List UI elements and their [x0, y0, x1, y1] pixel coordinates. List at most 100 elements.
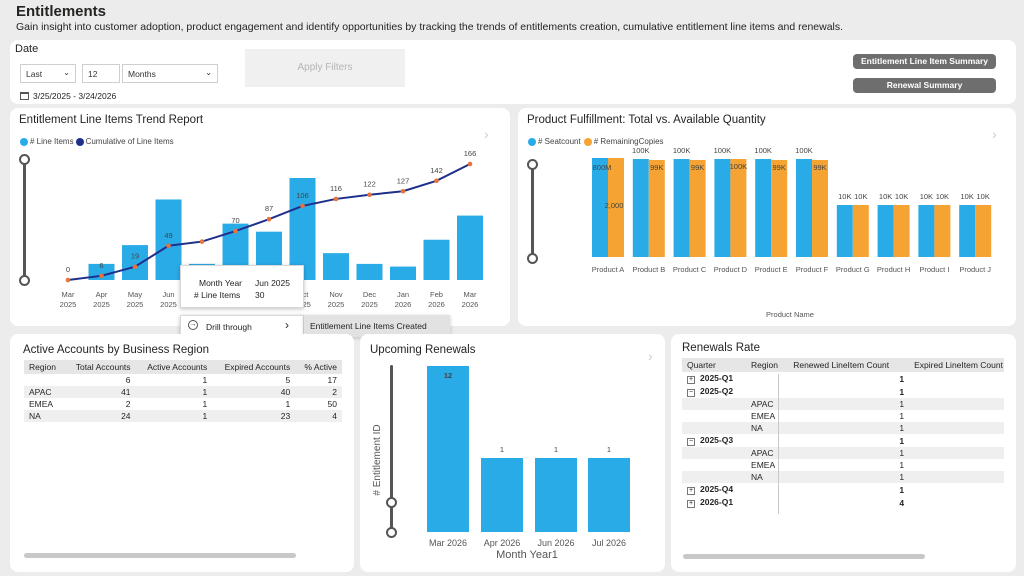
- table-cell: 15: [909, 483, 1004, 496]
- apply-filters-button[interactable]: Apply Filters: [245, 49, 405, 87]
- table-cell: 1: [202, 399, 208, 409]
- table-row[interactable]: EMEA 11: [682, 459, 1004, 471]
- cumulative-point: [434, 178, 439, 184]
- y-zoom-slider[interactable]: [23, 160, 26, 280]
- column-header[interactable]: Renewed LineItem Count: [788, 358, 910, 372]
- number-input[interactable]: 12: [82, 64, 120, 83]
- y-zoom-slider[interactable]: [531, 163, 534, 260]
- expand-icon[interactable]: +: [687, 376, 695, 384]
- y-zoom-slider-bottom-handle[interactable]: [386, 527, 397, 538]
- chevron-right-icon[interactable]: ›: [484, 126, 489, 142]
- data-label-remaining: 99K: [813, 163, 826, 172]
- column-header[interactable]: Total Accounts: [64, 360, 136, 374]
- y-zoom-slider-bottom-handle[interactable]: [527, 253, 538, 264]
- data-label-entitlements: 1: [607, 445, 611, 454]
- column-header[interactable]: % Active: [295, 360, 342, 374]
- x-tick-label: Jun 2026: [537, 538, 574, 548]
- y-zoom-slider[interactable]: [390, 365, 393, 537]
- line-item-summary-button[interactable]: Entitlement Line Item Summary: [853, 54, 996, 69]
- bar-remaining: [648, 159, 665, 257]
- x-tick-label: Mar 2026: [429, 538, 467, 548]
- column-header[interactable]: Active Accounts: [135, 360, 213, 374]
- table-row[interactable]: APAC 1 24: [682, 447, 1004, 459]
- expand-icon[interactable]: +: [687, 487, 695, 495]
- quarter-label: 2026-Q1: [700, 497, 734, 507]
- bar-seatcount: [796, 159, 812, 257]
- y-zoom-slider-bottom-handle[interactable]: [19, 275, 30, 286]
- table-row[interactable]: NA 18: [682, 471, 1004, 483]
- cumulative-point: [65, 277, 71, 283]
- unit-dropdown[interactable]: Months ⌄: [122, 64, 218, 83]
- fulfillment-legend: # Seatcount # RemainingCopies: [528, 137, 664, 146]
- table-cell: 4: [909, 434, 1004, 447]
- y-zoom-slider-top-handle[interactable]: [527, 159, 538, 170]
- table-row[interactable]: −2025-Q3 14: [682, 434, 1004, 447]
- bar-line-items: [423, 239, 450, 280]
- cumulative-point: [166, 243, 171, 249]
- column-header[interactable]: Region: [24, 360, 65, 374]
- table-row[interactable]: NA 13: [682, 422, 1004, 434]
- bar-remaining: [689, 159, 706, 257]
- cumulative-point: [467, 161, 473, 167]
- collapse-icon[interactable]: −: [687, 438, 695, 446]
- x-tick-label: 2026: [462, 300, 479, 309]
- chevron-right-icon[interactable]: ›: [992, 126, 997, 142]
- drill-through-menu[interactable]: → Drill through ›: [180, 315, 304, 337]
- table-cell: APAC: [29, 387, 52, 397]
- table-row[interactable]: EMEA 2 1 1 50: [24, 398, 342, 410]
- x-tick-label: Jan: [397, 290, 409, 299]
- table-cell: 1: [899, 386, 905, 397]
- legend-label-seatcount: # Seatcount: [538, 137, 581, 146]
- table-row[interactable]: +2025-Q1 13: [682, 372, 1004, 385]
- y-zoom-slider-top-handle[interactable]: [386, 497, 397, 508]
- table-cell: 24: [121, 411, 131, 421]
- cumulative-point: [333, 196, 339, 202]
- table-cell: EMEA: [29, 399, 54, 409]
- accounts-table: Region Total Accounts Active Accounts Expir…: [24, 360, 342, 422]
- column-header[interactable]: Region: [746, 358, 789, 372]
- bar-seatcount: [959, 205, 976, 257]
- x-tick-label: 2025: [361, 300, 378, 309]
- horizontal-scrollbar[interactable]: [683, 554, 925, 559]
- relative-dropdown[interactable]: Last ⌄: [20, 64, 76, 83]
- data-label-entitlements: 1: [554, 445, 558, 454]
- expand-icon[interactable]: +: [687, 500, 695, 508]
- table-row[interactable]: +2025-Q4 1 15: [682, 483, 1004, 496]
- y-zoom-slider-top-handle[interactable]: [19, 154, 30, 165]
- column-header[interactable]: Expired LineItem Count: [909, 358, 1004, 372]
- table-row[interactable]: 6 1 5 17: [24, 374, 342, 386]
- legend-swatch-remaining: [583, 137, 592, 146]
- legend-swatch-seatcount: [528, 137, 536, 146]
- horizontal-scrollbar[interactable]: [24, 553, 296, 558]
- table-cell: APAC: [751, 399, 774, 409]
- table-row[interactable]: EMEA 11: [682, 410, 1004, 422]
- collapse-icon[interactable]: −: [687, 389, 695, 397]
- bar-line-items: [289, 178, 316, 280]
- drill-through-target[interactable]: Entitlement Line Items Created: [304, 315, 450, 337]
- quarter-label: 2025-Q4: [700, 484, 734, 494]
- cumulative-data-label: 116: [330, 184, 342, 193]
- date-range: 3/25/2025 - 3/24/2026: [33, 91, 117, 101]
- table-row[interactable]: APAC 1 15: [682, 398, 1004, 410]
- table-cell: 50: [327, 399, 337, 409]
- table-row[interactable]: APAC 41 1 40 2: [24, 386, 342, 398]
- renewal-summary-button[interactable]: Renewal Summary: [853, 78, 996, 93]
- bar-line-items: [457, 215, 483, 280]
- chevron-right-icon[interactable]: ›: [648, 348, 653, 364]
- table-row[interactable]: +2026-Q1 46: [682, 496, 1004, 509]
- table-cell: [746, 496, 788, 509]
- table-cell: 1: [202, 411, 208, 421]
- bar-remaining: [771, 159, 788, 257]
- column-header[interactable]: Quarter: [682, 358, 747, 372]
- data-label-seatcount: 10K: [879, 192, 892, 201]
- bar-line-items: [390, 266, 416, 280]
- cumulative-data-label: 87: [265, 204, 273, 213]
- legend-swatch-line-items: [20, 137, 28, 146]
- quarter-cell: +2025-Q4: [682, 483, 746, 496]
- table-row[interactable]: NA 24 1 23 4: [24, 410, 342, 422]
- table-cell: 1: [899, 373, 905, 384]
- bar-seatcount: [673, 159, 690, 257]
- table-row[interactable]: −2025-Q2 11: [682, 385, 1004, 398]
- column-header[interactable]: Expired Accounts: [212, 360, 296, 374]
- chart-tooltip: Month Year Jun 2025 # Line Items 30: [180, 265, 304, 308]
